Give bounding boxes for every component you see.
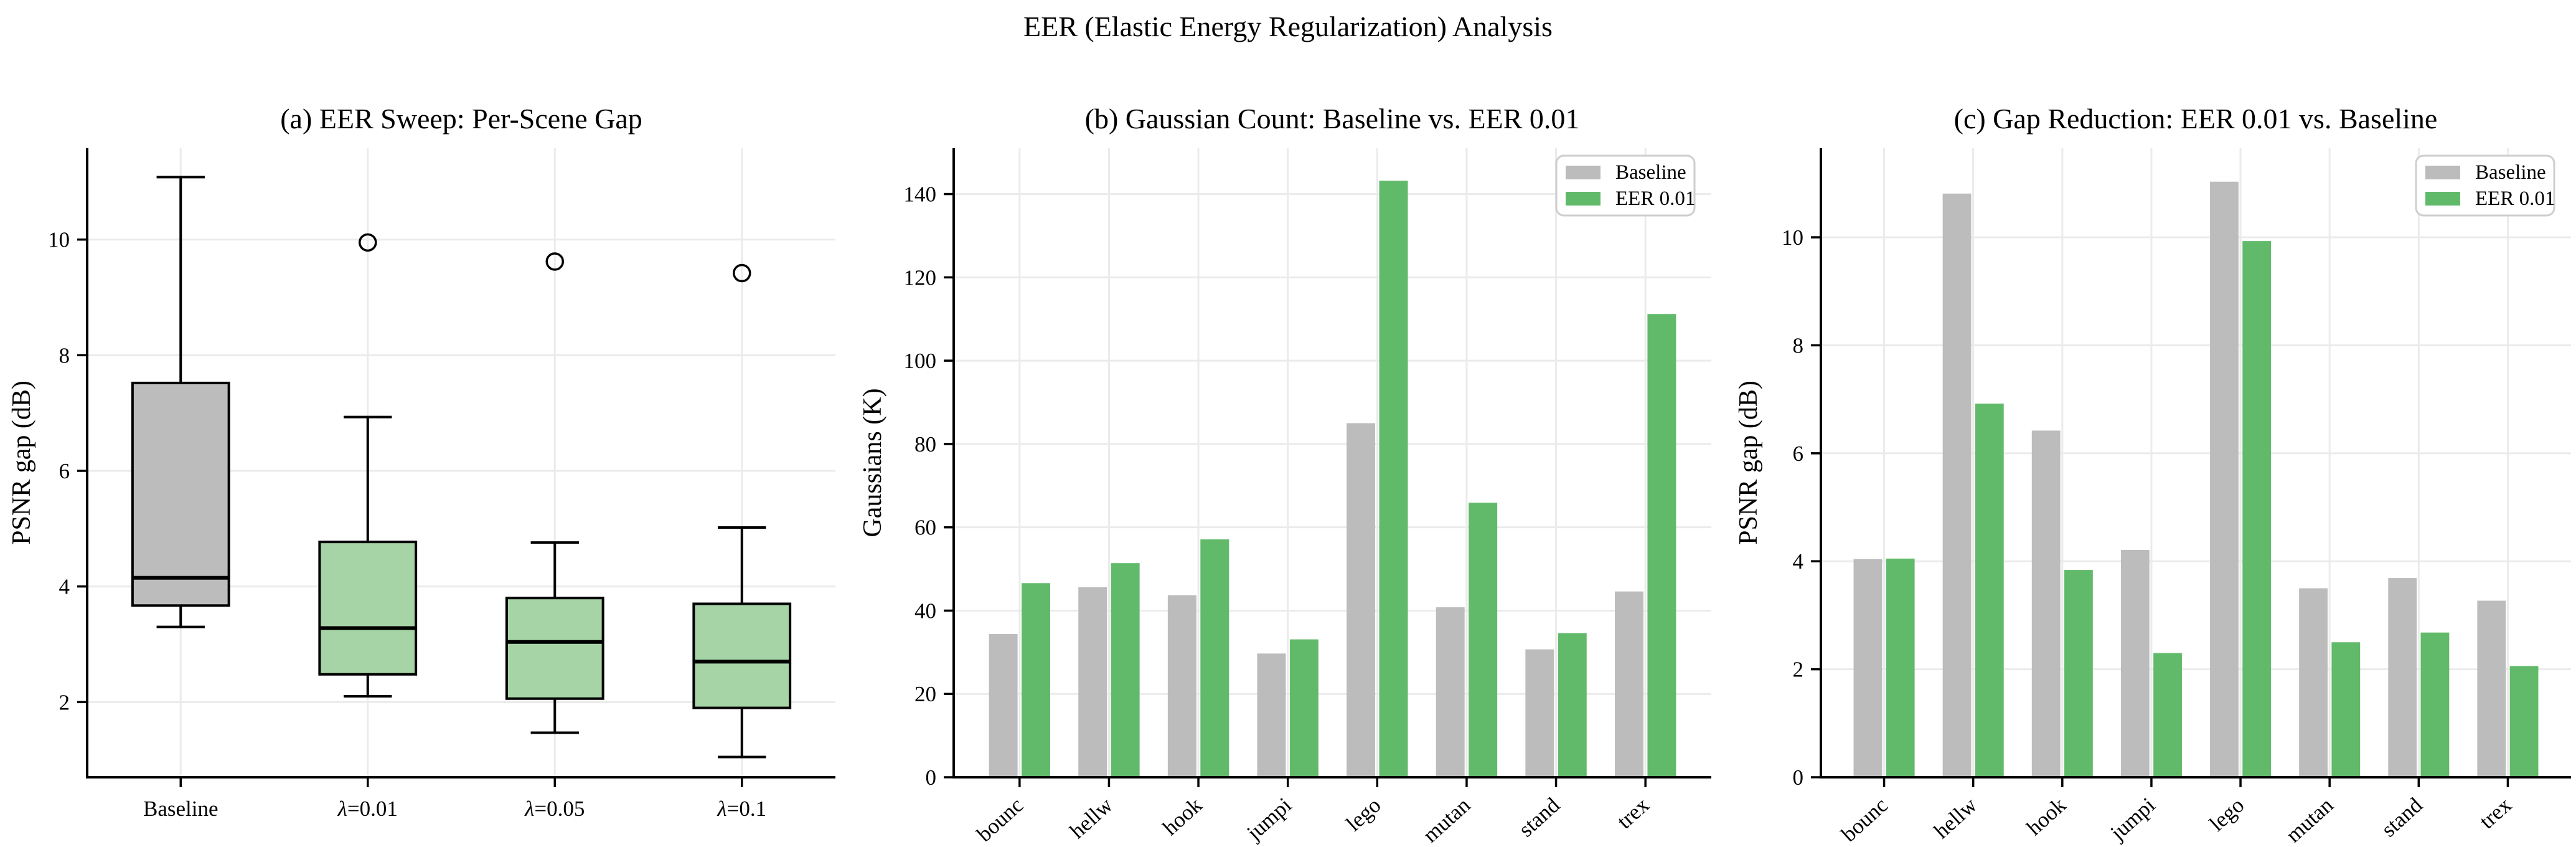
legend-swatch-eer xyxy=(1566,192,1601,206)
figure-title: EER (Elastic Energy Regularization) Anal… xyxy=(1023,11,1553,42)
outlier-circle xyxy=(545,252,564,271)
panel-b-ylabel: Gaussians (K) xyxy=(858,388,887,537)
bar-eer xyxy=(2064,570,2093,777)
bar-baseline xyxy=(1347,423,1376,777)
box xyxy=(318,541,418,676)
bar-baseline xyxy=(989,633,1018,777)
panel-a-ylabel: PSNR gap (dB) xyxy=(7,381,36,545)
y-tick-label: 0 xyxy=(1793,765,1804,790)
y-tick-label: 0 xyxy=(926,765,937,790)
bar-baseline xyxy=(1257,653,1286,777)
panel-a-title: (a) EER Sweep: Per-Scene Gap xyxy=(280,103,642,135)
bar-baseline xyxy=(1942,193,1972,777)
y-tick-label: 8 xyxy=(59,343,70,367)
y-tick-label: 4 xyxy=(59,575,70,599)
bar-eer xyxy=(2242,241,2272,778)
bar-baseline xyxy=(2210,181,2239,777)
panel-c-title: (c) Gap Reduction: EER 0.01 vs. Baseline xyxy=(1954,103,2438,135)
bar-eer xyxy=(1886,558,1915,777)
legend: Baseline EER 0.01 xyxy=(1555,154,1696,217)
bar-baseline xyxy=(2299,588,2328,777)
x-tick-label: λ=0.01 xyxy=(337,797,398,821)
legend: Baseline EER 0.01 xyxy=(2415,154,2555,217)
outlier-circle xyxy=(733,263,751,283)
bar-baseline xyxy=(1853,559,1883,777)
y-tick-label: 20 xyxy=(914,682,936,706)
panel-a: 2 4 6 8 10 Baseline λ=0.01 λ=0.05 λ=0.1 (a) EER … xyxy=(7,103,835,821)
x-tick-label: Baseline xyxy=(143,797,219,821)
y-tick-label: 140 xyxy=(904,182,937,207)
bar-eer xyxy=(2420,632,2450,777)
y-tick-label: 120 xyxy=(904,265,937,290)
bar-eer xyxy=(2509,666,2539,777)
panel-c-ylabel: PSNR gap (dB) xyxy=(1734,381,1763,545)
bar-baseline xyxy=(2388,578,2417,777)
y-tick-label: 10 xyxy=(48,228,70,252)
bar-baseline xyxy=(1078,587,1107,777)
legend-label: Baseline xyxy=(2475,161,2546,184)
bar-baseline xyxy=(2031,430,2061,777)
bar-eer xyxy=(1469,503,1498,777)
bar-eer xyxy=(1975,404,2004,777)
y-tick-label: 4 xyxy=(1793,549,1804,574)
y-tick-label: 10 xyxy=(1782,225,1803,250)
x-tick-label: λ=0.1 xyxy=(717,797,766,821)
y-tick-label: 40 xyxy=(914,599,936,623)
y-tick-label: 8 xyxy=(1793,333,1804,357)
y-tick-label: 100 xyxy=(904,349,937,373)
bar-eer xyxy=(1200,539,1229,777)
legend-swatch-eer xyxy=(2425,192,2460,206)
box xyxy=(692,602,792,709)
bar-baseline xyxy=(1167,595,1196,777)
bar-eer xyxy=(2331,642,2361,777)
y-tick-label: 2 xyxy=(59,690,70,714)
y-tick-label: 2 xyxy=(1793,658,1804,682)
box xyxy=(131,381,230,607)
bar-eer xyxy=(1647,314,1676,777)
y-tick-label: 60 xyxy=(914,516,936,540)
outlier-circle xyxy=(359,233,377,252)
bar-eer xyxy=(2153,653,2182,777)
bar-baseline xyxy=(2477,600,2506,777)
bar-baseline xyxy=(1525,649,1554,777)
box xyxy=(505,597,604,700)
panel-a-marks: 2 4 6 8 10 Baseline λ=0.01 λ=0.05 λ=0.1 xyxy=(48,148,835,821)
bar-eer xyxy=(1022,583,1051,777)
bar-eer xyxy=(1379,181,1408,777)
bar-baseline xyxy=(1436,607,1465,777)
legend-label: Baseline xyxy=(1615,161,1686,184)
bar-eer xyxy=(1111,563,1140,777)
x-tick-label: λ=0.05 xyxy=(524,797,585,821)
y-tick-label: 80 xyxy=(914,432,936,457)
y-tick-label: 6 xyxy=(1793,442,1804,466)
bar-eer xyxy=(1289,639,1319,777)
panel-b-title: (b) Gaussian Count: Baseline vs. EER 0.0… xyxy=(1085,103,1580,135)
legend-label: EER 0.01 xyxy=(1615,187,1695,210)
bar-baseline xyxy=(2120,550,2150,777)
y-tick-label: 6 xyxy=(59,459,70,483)
legend-swatch-baseline xyxy=(1566,166,1601,179)
bar-eer xyxy=(1558,633,1587,777)
legend-swatch-baseline xyxy=(2425,166,2460,179)
legend-label: EER 0.01 xyxy=(2475,187,2555,210)
bar-baseline xyxy=(1614,591,1643,777)
